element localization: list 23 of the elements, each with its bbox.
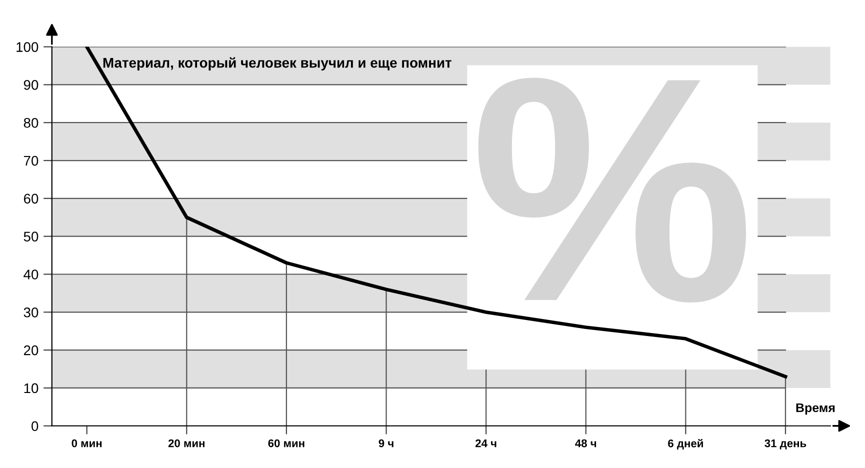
x-axis-title: Время — [796, 403, 835, 415]
x-tick-label: 60 мин — [268, 439, 304, 448]
y-tick-label: 30 — [24, 307, 38, 318]
y-tick-label: 0 — [32, 421, 38, 432]
annotation: % — [478, 78, 746, 302]
x-tick-label: 9 ч — [378, 439, 394, 448]
y-tick-label: 90 — [24, 80, 38, 90]
y-tick-label: 40 — [24, 270, 38, 280]
x-tick-label: 0 мин — [72, 439, 102, 448]
y-tick-label: 80 — [24, 118, 38, 128]
y-tick-label: 50 — [24, 232, 38, 242]
x-tick-label: 20 мин — [168, 439, 204, 448]
x-tick-label: 6 дней — [668, 438, 703, 450]
y-tick-label: 100 — [16, 42, 38, 52]
y-tick-label: 10 — [24, 383, 38, 394]
x-tick-label: 31 день — [764, 439, 806, 450]
line-series — [85, 46, 788, 378]
y-tick-label: 20 — [24, 345, 38, 356]
x-tick-label: 48 ч — [575, 439, 596, 448]
text: Материал, который человек выучил и еще помнит — [103, 57, 452, 70]
y-tick-label: 60 — [24, 194, 38, 204]
y-tick-label: 70 — [24, 156, 38, 166]
x-tick-label: 24 ч — [476, 439, 496, 448]
